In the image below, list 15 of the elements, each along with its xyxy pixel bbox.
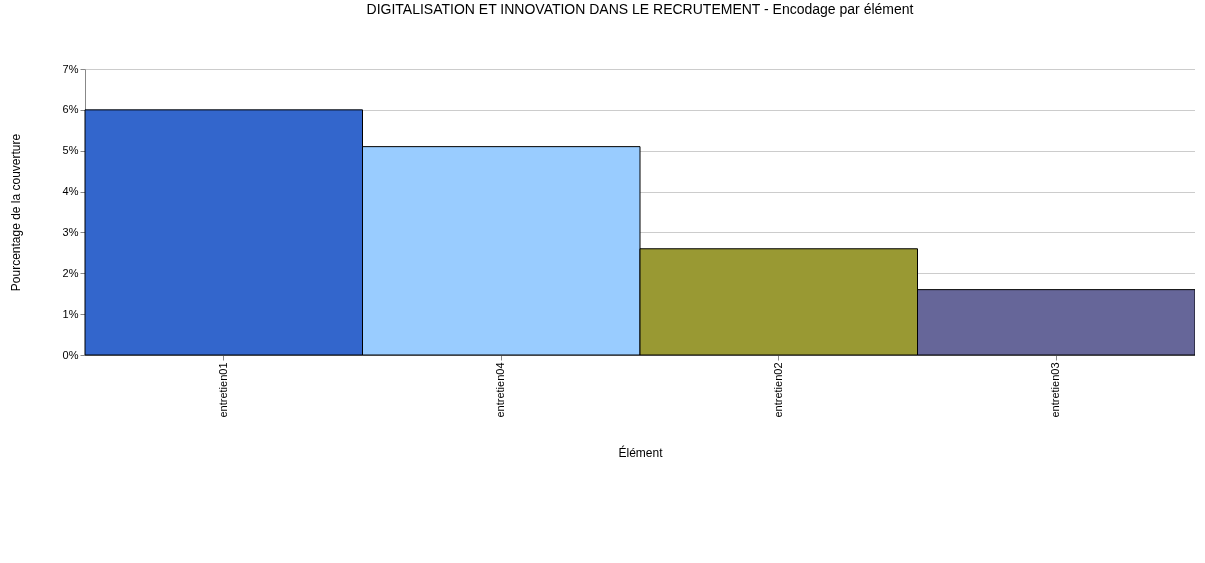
y-tick-label: 5% [62, 144, 79, 157]
y-axis-title: Pourcentage de la couverture [8, 133, 23, 292]
x-tick-label: entretien03 [1049, 362, 1062, 418]
y-tick-label: 0% [62, 348, 79, 361]
y-tick-label: 4% [62, 185, 79, 198]
y-tick-label: 1% [62, 307, 79, 320]
x-axis-title: Élément [618, 444, 664, 460]
y-tick-label: 2% [62, 266, 79, 279]
chart-title: DIGITALISATION ET INNOVATION DANS LE RECRUTEMENT - Encodage par élément [366, 1, 914, 17]
y-tick-label: 7% [62, 62, 79, 75]
y-tick-label: 3% [62, 225, 79, 238]
x-tick-label: entretien04 [494, 362, 507, 418]
y-tick-label: 6% [62, 103, 79, 116]
x-tick-label: entretien01 [216, 362, 229, 418]
x-tick-label: entretien02 [771, 362, 784, 418]
